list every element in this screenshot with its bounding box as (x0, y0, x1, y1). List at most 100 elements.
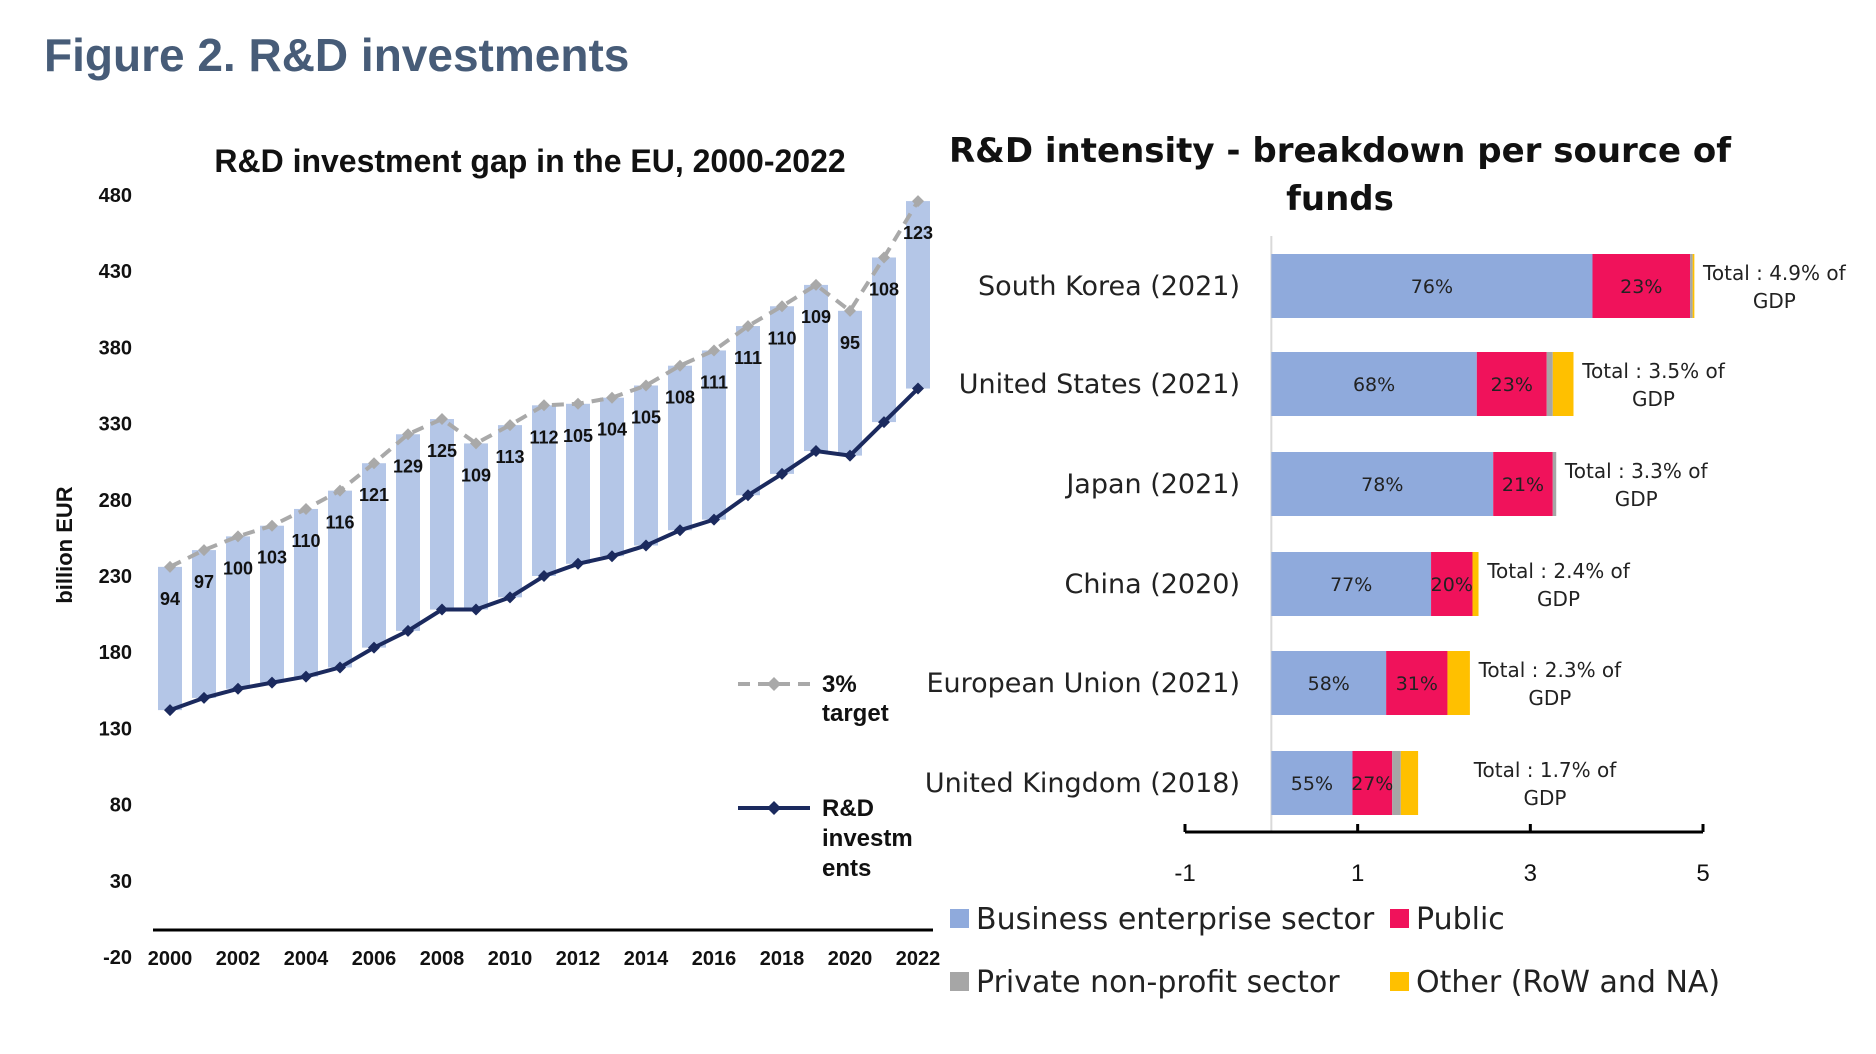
investment-marker (742, 489, 754, 502)
target-marker (266, 519, 278, 532)
gap-value-label: 113 (495, 447, 524, 467)
gap-value-label: 95 (840, 333, 860, 353)
gap-bar (430, 419, 454, 610)
target-marker (606, 391, 618, 404)
x-tick-label: 2014 (624, 948, 669, 970)
gap-bar (770, 306, 794, 474)
target-marker (844, 304, 856, 317)
investment-marker (708, 513, 720, 526)
stack-segment (1271, 452, 1494, 516)
total-label: Total : 3.5% of (1581, 359, 1726, 383)
total-label: Total : 3.3% of (1564, 459, 1709, 483)
gap-value-label: 105 (631, 408, 661, 428)
x-tick-label: -1 (1174, 860, 1195, 887)
category-label: United States (2021) (959, 369, 1240, 400)
x-tick-label: 2018 (760, 948, 805, 970)
x-tick-label: 5 (1696, 860, 1709, 887)
segment-label: 23% (1620, 276, 1662, 298)
investment-marker (266, 676, 278, 689)
stack-segment (1546, 352, 1553, 416)
segment-label: 20% (1431, 574, 1473, 596)
investment-marker (776, 467, 788, 480)
segment-label: 58% (1308, 673, 1350, 695)
gap-bar (906, 201, 930, 389)
target-line (169, 200, 920, 569)
legend-target-label: target (822, 700, 889, 727)
left-y-axis-label: billion EUR (52, 486, 77, 603)
y-tick-label: 230 (99, 566, 132, 588)
gap-bar (634, 385, 658, 546)
gap-value-label: 121 (359, 485, 389, 505)
total-label: GDP (1615, 487, 1658, 511)
investment-marker (402, 624, 414, 637)
gap-value-label: 94 (160, 589, 180, 609)
target-marker (878, 251, 890, 264)
target-marker (810, 278, 822, 291)
target-marker (334, 484, 346, 497)
x-tick-label: 2012 (556, 948, 601, 970)
target-marker (470, 437, 482, 450)
gap-value-label: 112 (529, 427, 558, 447)
total-label: GDP (1632, 387, 1675, 411)
x-tick-label: 2002 (216, 948, 261, 970)
segment-label: 78% (1361, 474, 1403, 496)
investment-marker (164, 704, 176, 717)
stack-segment (1476, 352, 1547, 416)
x-tick-label: 3 (1524, 860, 1537, 887)
gap-value-label: 110 (291, 531, 320, 551)
y-tick-label: 480 (99, 185, 132, 207)
gap-value-label: 108 (869, 279, 899, 299)
category-label: China (2020) (1065, 569, 1241, 600)
gap-bar (158, 566, 182, 711)
gap-value-label: 100 (223, 558, 253, 578)
stack-segment (1386, 651, 1448, 715)
stack-segment (1400, 751, 1419, 815)
gap-bar (872, 257, 896, 423)
segment-label: 77% (1330, 574, 1372, 596)
investment-marker (640, 539, 652, 552)
gap-value-label: 103 (257, 548, 287, 568)
investment-marker (436, 603, 448, 616)
gap-bar (600, 397, 624, 557)
target-marker (640, 379, 652, 392)
x-tick-label: 2000 (148, 948, 193, 970)
total-label: GDP (1753, 289, 1796, 313)
investment-marker (368, 641, 380, 654)
y-tick-label: 80 (110, 795, 132, 817)
investment-marker (606, 550, 618, 563)
gap-bar (362, 463, 386, 648)
x-tick-label: 2008 (420, 948, 465, 970)
total-label: GDP (1537, 587, 1580, 611)
gap-value-label: 109 (461, 465, 491, 485)
stack-segment (1271, 651, 1387, 715)
stack-segment (1271, 254, 1593, 318)
stack-segment (1692, 254, 1695, 318)
gap-bar (226, 536, 250, 689)
gap-bar (702, 350, 726, 520)
gap-value-label: 109 (801, 307, 831, 327)
legend-investment-label: ents (822, 855, 871, 882)
gap-bar (396, 434, 420, 631)
gap-bar (804, 284, 828, 452)
total-label: GDP (1528, 686, 1571, 710)
investment-marker (912, 382, 924, 395)
investment-marker (198, 691, 210, 704)
legend-label: Public (1416, 902, 1505, 937)
legend-swatch (950, 909, 969, 928)
category-label: European Union (2021) (926, 668, 1240, 699)
category-label: United Kingdom (2018) (925, 768, 1240, 799)
category-label: Japan (2021) (1064, 469, 1240, 500)
stack-segment (1690, 254, 1693, 318)
y-tick-label: 30 (110, 871, 132, 893)
investment-marker (334, 661, 346, 674)
target-marker (198, 544, 210, 557)
target-marker (368, 457, 380, 470)
target-marker (300, 502, 312, 515)
gap-bar (498, 425, 522, 598)
stack-segment (1271, 552, 1432, 616)
legend-label: Other (RoW and NA) (1416, 965, 1720, 1000)
x-tick-label: 2016 (692, 948, 737, 970)
gap-bar (464, 443, 488, 610)
x-tick-label: 1 (1351, 860, 1364, 887)
stack-segment (1552, 352, 1574, 416)
